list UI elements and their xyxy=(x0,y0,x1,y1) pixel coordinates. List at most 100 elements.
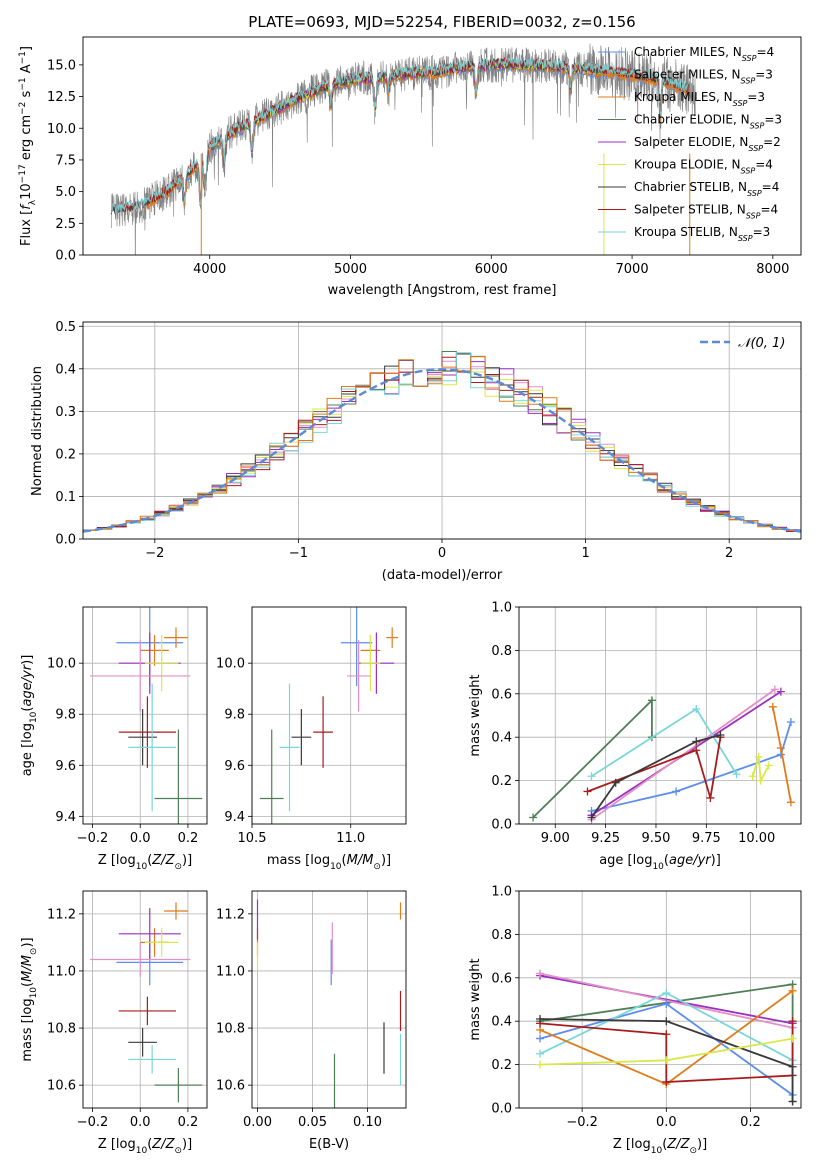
legend-label-main: Chabrier ELODIE, N xyxy=(634,113,750,127)
y-tick-label: 11.0 xyxy=(47,964,76,979)
axes-frame xyxy=(251,890,407,1109)
legend-label-sub: SSP xyxy=(746,211,761,220)
weight-line xyxy=(539,974,793,1025)
label-part: 10 xyxy=(330,862,342,872)
data-point xyxy=(164,627,188,648)
data-point xyxy=(291,709,312,766)
legend-label-sub: SSP xyxy=(750,121,765,130)
y-tick-label: 1.0 xyxy=(491,601,512,616)
y-tick-label: 10.6 xyxy=(47,1079,76,1094)
weight-marker xyxy=(716,731,725,740)
x-tick-label: 0 xyxy=(438,546,446,561)
weight-marker xyxy=(536,1015,545,1024)
weight-marker xyxy=(692,704,701,713)
plot-area-spectrum xyxy=(110,43,696,255)
x-tick-label: 0.0 xyxy=(130,1115,151,1130)
legend-label-main: Chabrier STELIB, N xyxy=(634,180,747,194)
label-part: )] xyxy=(182,853,192,868)
x-tick-label: 0.05 xyxy=(298,1115,327,1130)
data-point xyxy=(313,696,333,768)
label-part: Flux [ xyxy=(19,210,34,246)
weight-marker xyxy=(662,1030,671,1039)
label-part: )] xyxy=(711,853,721,868)
y-tick-label: 10.8 xyxy=(216,1022,245,1037)
label-part: age [log xyxy=(599,853,652,868)
weight-series xyxy=(583,733,725,802)
x-axis-label: age [log10(age/yr)] xyxy=(599,853,721,872)
y-tick-label: 0.2 xyxy=(491,1058,512,1073)
y-axis-label: mass [log10(M/M⊙)] xyxy=(20,937,39,1061)
weight-marker xyxy=(788,986,797,995)
y-axis-label: Normed distribution xyxy=(30,366,45,496)
y-tick-label: 0.5 xyxy=(55,320,76,335)
label-part: 10 xyxy=(651,1146,663,1156)
label-part: ( xyxy=(20,982,35,987)
y-axis-label: age [log10(age/yr)] xyxy=(20,655,39,777)
weight-series xyxy=(536,1034,797,1069)
x-axis-label: Z [log10(Z/Z⊙)] xyxy=(98,1137,192,1156)
weight-line xyxy=(532,698,653,819)
data-point xyxy=(154,1068,203,1103)
label-part: ( xyxy=(664,853,669,868)
label-part: )] xyxy=(381,853,391,868)
weight-marker xyxy=(754,752,763,761)
data-point xyxy=(128,683,176,812)
x-axis-label: wavelength [Angstrom, rest frame] xyxy=(328,283,557,298)
legend-label-sub: SSP xyxy=(741,166,756,175)
label-part: Z/Z xyxy=(151,1137,175,1152)
data-point xyxy=(118,696,176,768)
y-tick-label: 2.5 xyxy=(55,217,76,232)
weight-marker xyxy=(788,1034,797,1043)
weight-marker xyxy=(706,793,715,802)
data-point xyxy=(259,729,284,824)
weight-marker xyxy=(662,1077,671,1086)
y-tick-label: 9.4 xyxy=(224,810,245,825)
legend-label: Chabrier MILES, NSSP=4 xyxy=(634,45,774,63)
x-axis-label: (data-model)/error xyxy=(382,568,503,583)
x-tick-label: 7000 xyxy=(616,262,649,277)
weight-line xyxy=(591,721,792,812)
x-tick-label: 2 xyxy=(725,546,733,561)
weight-marker xyxy=(662,988,671,997)
weight-series xyxy=(748,752,773,785)
y-tick-label: 9.8 xyxy=(55,708,76,723)
legend-label: 𝒩(0, 1) xyxy=(738,336,785,351)
legend-label-main: Kroupa STELIB, N xyxy=(634,225,738,239)
x-tick-label: −2 xyxy=(145,546,164,561)
y-tick-label: 0.2 xyxy=(491,774,512,789)
x-tick-label: 0.2 xyxy=(178,831,199,846)
label-part: 10 xyxy=(19,183,34,200)
weight-marker xyxy=(786,798,795,807)
weight-line xyxy=(590,734,721,819)
legend-label-tail: =2 xyxy=(763,135,781,149)
label-part: E(B-V) xyxy=(309,1137,349,1152)
weight-marker xyxy=(770,685,779,694)
data-point xyxy=(90,640,191,712)
y-tick-label: 1.0 xyxy=(491,885,512,900)
data-point xyxy=(145,635,179,692)
label-part: Z/Z xyxy=(666,1137,690,1152)
weight-marker xyxy=(692,746,701,755)
weight-series xyxy=(768,702,795,807)
y-axis-label: mass weight xyxy=(468,958,483,1040)
legend-label-main: Salpeter ELODIE, N xyxy=(634,135,748,149)
x-tick-label: 9.25 xyxy=(591,831,620,846)
weight-marker xyxy=(587,813,596,822)
x-tick-label: 9.50 xyxy=(641,831,670,846)
plot-area-residuals xyxy=(83,351,801,534)
data-point xyxy=(154,729,203,824)
label-part: −17 xyxy=(18,164,28,183)
y-tick-label: 0.0 xyxy=(491,818,512,833)
label-part: ( xyxy=(342,853,347,868)
legend-label-main: Salpeter STELIB, N xyxy=(634,203,746,217)
weight-line xyxy=(751,756,770,784)
label-part: Z [log xyxy=(98,1137,136,1152)
x-tick-label: −1 xyxy=(289,546,308,561)
legend-label-main: Chabrier MILES, N xyxy=(634,45,742,59)
x-tick-label: 10.5 xyxy=(238,831,267,846)
axes-frame xyxy=(82,890,208,1109)
x-tick-label: 0.2 xyxy=(178,1115,199,1130)
label-part: M/M xyxy=(20,955,35,982)
x-tick-label: 1 xyxy=(581,546,589,561)
legend-label-sub: SSP xyxy=(738,234,753,243)
